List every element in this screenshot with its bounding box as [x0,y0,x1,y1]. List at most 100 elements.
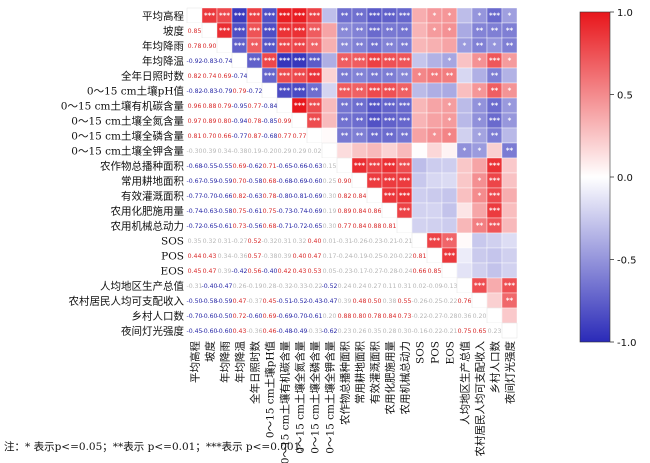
significance-stars: * [433,132,437,140]
correlation-value-label: 0.48 [353,298,367,305]
column-label: 0～15 cm土壤全氮含量 [294,341,307,454]
heatmap-blank-cell [202,263,217,278]
correlation-value-label: -0.65 [306,223,322,230]
heatmap-blank-cell [322,158,337,173]
correlation-value-label: -0.23 [366,238,382,245]
heatmap-cell [426,37,443,54]
correlation-value-label: 0.24 [338,283,352,290]
heatmap-cell [456,247,473,264]
row-label: 乡村人口数 [132,310,185,323]
significance-stars: ** [311,42,319,50]
correlation-value-label: 0.79 [233,88,247,95]
heatmap-blank-cell [217,308,232,323]
heatmap-cell [411,157,428,174]
heatmap-cell [411,37,428,54]
correlation-value-label: 0.81 [188,133,202,140]
heatmap-blank-cell [262,248,277,263]
heatmap-blank-cell [337,188,352,203]
heatmap-diagonal-cell [411,232,428,249]
significance-stars: *** [234,27,245,35]
correlation-value-label: -0.58 [216,208,232,215]
row-label: 夜间灯光强度 [121,325,184,338]
heatmap-blank-cell [397,308,412,323]
correlation-value-label: -0.60 [216,328,232,335]
heatmap-blank-cell [202,173,217,188]
heatmap-blank-cell [322,323,337,338]
correlation-value-label: -0.45 [186,328,202,335]
heatmap-blank-cell [217,263,232,278]
correlation-value-label: 0.31 [278,238,292,245]
heatmap-diagonal-cell [501,322,518,339]
heatmap-blank-cell [262,143,277,158]
row-label: 年均降温 [142,55,184,68]
heatmap-diagonal-cell [246,67,263,84]
significance-stars: *** [279,57,290,65]
correlation-value-label: -0.79 [216,88,232,95]
heatmap-cell [501,247,518,264]
significance-stars: *** [369,102,380,110]
heatmap-cell [456,187,473,204]
significance-stars: ** [356,27,364,35]
heatmap-cell [501,202,518,219]
heatmap-cell [471,157,488,174]
heatmap-blank-cell [307,203,322,218]
heatmap-blank-cell [307,188,322,203]
heatmap-blank-cell [322,248,337,263]
significance-stars: *** [369,87,380,95]
heatmap-blank-cell [397,263,412,278]
correlation-value-label: -0.92 [186,58,202,65]
heatmap-blank-cell [202,113,217,128]
significance-stars: *** [279,72,290,80]
correlation-value-label: -0.61 [216,223,232,230]
significance-stars: *** [369,162,380,170]
heatmap-blank-cell [442,293,457,308]
significance-stars: ** [311,87,319,95]
correlation-value-label: -0.56 [246,223,262,230]
correlation-value-label: -0.20 [381,253,397,260]
row-label: 全年日照时数 [121,70,184,83]
correlation-value-label: 0.66 [218,133,232,140]
heatmap-cell [411,127,428,144]
heatmap-blank-cell [307,173,322,188]
heatmap-blank-cell [307,308,322,323]
heatmap-blank-cell [307,323,322,338]
heatmap-cell [456,52,473,69]
correlation-value-label: -0.66 [291,163,307,170]
heatmap-blank-cell [187,158,202,173]
correlation-value-label: 0.75 [263,208,277,215]
heatmap-blank-cell [292,248,307,263]
heatmap-blank-cell [187,38,202,53]
heatmap-cell [501,217,518,234]
heatmap-cell [501,67,518,84]
significance-stars: *** [249,57,260,65]
heatmap-cell [411,112,428,129]
row-label: EOS [161,266,184,278]
column-label: 常用耕地面积 [354,341,367,404]
heatmap-blank-cell [457,293,472,308]
heatmap-cell [321,67,338,84]
row-label: 农用化肥施用量 [111,205,185,218]
correlation-value-label: 0.50 [368,298,382,305]
correlation-value-label: 0.82 [233,193,247,200]
correlation-value-label: -0.27 [366,268,382,275]
significance-stars: *** [399,162,410,170]
correlation-value-label: 0.77 [278,133,292,140]
heatmap-blank-cell [187,233,202,248]
significance-stars: *** [399,192,410,200]
heatmap-blank-cell [247,203,262,218]
correlation-value-label: 0.89 [203,118,217,125]
correlation-value-label: -0.62 [246,163,262,170]
correlation-value-label: -0.26 [351,238,367,245]
heatmap-blank-cell [232,173,247,188]
correlation-value-label: 0.78 [248,118,262,125]
heatmap-blank-cell [232,308,247,323]
significance-stars: * [433,27,437,35]
heatmap-cell [441,142,458,159]
correlation-value-label: 0.56 [248,268,262,275]
heatmap-cell [441,202,458,219]
significance-stars: *** [219,12,230,20]
heatmap-blank-cell [202,68,217,83]
heatmap-blank-cell [367,263,382,278]
heatmap-blank-cell [217,98,232,113]
correlation-value-label: 0.84 [353,223,367,230]
